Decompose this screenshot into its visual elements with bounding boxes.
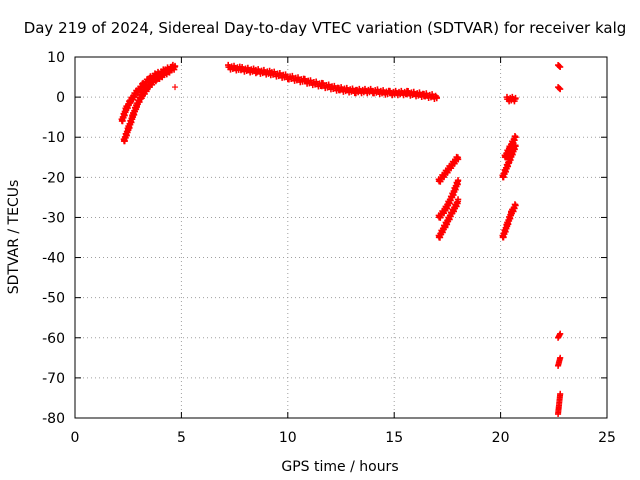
data-series bbox=[499, 201, 519, 241]
data-series bbox=[435, 153, 462, 185]
y-tick-label: -40 bbox=[42, 251, 65, 267]
plot-frame bbox=[74, 56, 608, 419]
data-point bbox=[557, 330, 564, 337]
y-tick-label: -20 bbox=[42, 170, 65, 186]
x-tick-label: 10 bbox=[279, 430, 297, 446]
data-series bbox=[172, 84, 179, 91]
grid-layer bbox=[75, 57, 607, 418]
data-point bbox=[512, 94, 519, 102]
y-tick-label: 0 bbox=[56, 90, 65, 106]
data-point bbox=[172, 84, 179, 91]
data-point bbox=[557, 86, 564, 93]
data-point bbox=[512, 134, 519, 141]
data-point bbox=[454, 196, 462, 203]
data-series bbox=[118, 61, 177, 125]
data-point bbox=[454, 156, 462, 163]
data-point bbox=[512, 202, 519, 209]
data-series bbox=[499, 142, 519, 181]
data-series bbox=[435, 177, 462, 221]
data-point bbox=[454, 177, 462, 184]
y-tick-label: -50 bbox=[42, 291, 65, 307]
y-tick-label: -80 bbox=[42, 411, 65, 427]
y-axis-label: SDTVAR / TECUs bbox=[6, 180, 22, 295]
chart-title: Day 219 of 2024, Sidereal Day-to-day VTE… bbox=[24, 19, 627, 37]
y-tick-label: -70 bbox=[42, 371, 65, 387]
data-point bbox=[168, 65, 176, 72]
data-point bbox=[512, 143, 519, 150]
y-tick-label: -60 bbox=[42, 331, 65, 347]
y-tick-label: -10 bbox=[42, 130, 65, 146]
data-point bbox=[511, 97, 518, 105]
x-axis-label: GPS time / hours bbox=[281, 459, 398, 475]
x-tick-label: 20 bbox=[492, 430, 510, 446]
x-tick-label: 0 bbox=[71, 430, 80, 446]
ticks-layer: 0 5 10 15 20 25 10 0 -10 -20 -30 -40 -50 -60 -70 -80 bbox=[42, 50, 616, 446]
data-series bbox=[225, 61, 440, 102]
data-series bbox=[555, 62, 564, 417]
data-series bbox=[435, 196, 462, 241]
x-tick-label: 25 bbox=[598, 430, 616, 446]
data-series bbox=[503, 93, 519, 105]
data-point bbox=[169, 61, 177, 69]
y-tick-label: 10 bbox=[47, 50, 65, 66]
x-tick-label: 5 bbox=[177, 430, 186, 446]
data-point bbox=[557, 390, 564, 397]
data-point bbox=[557, 64, 564, 71]
y-tick-label: -30 bbox=[42, 210, 65, 226]
data-point bbox=[433, 94, 440, 102]
x-tick-label: 15 bbox=[385, 430, 403, 446]
data-point bbox=[557, 354, 564, 361]
points-layer bbox=[118, 61, 564, 417]
